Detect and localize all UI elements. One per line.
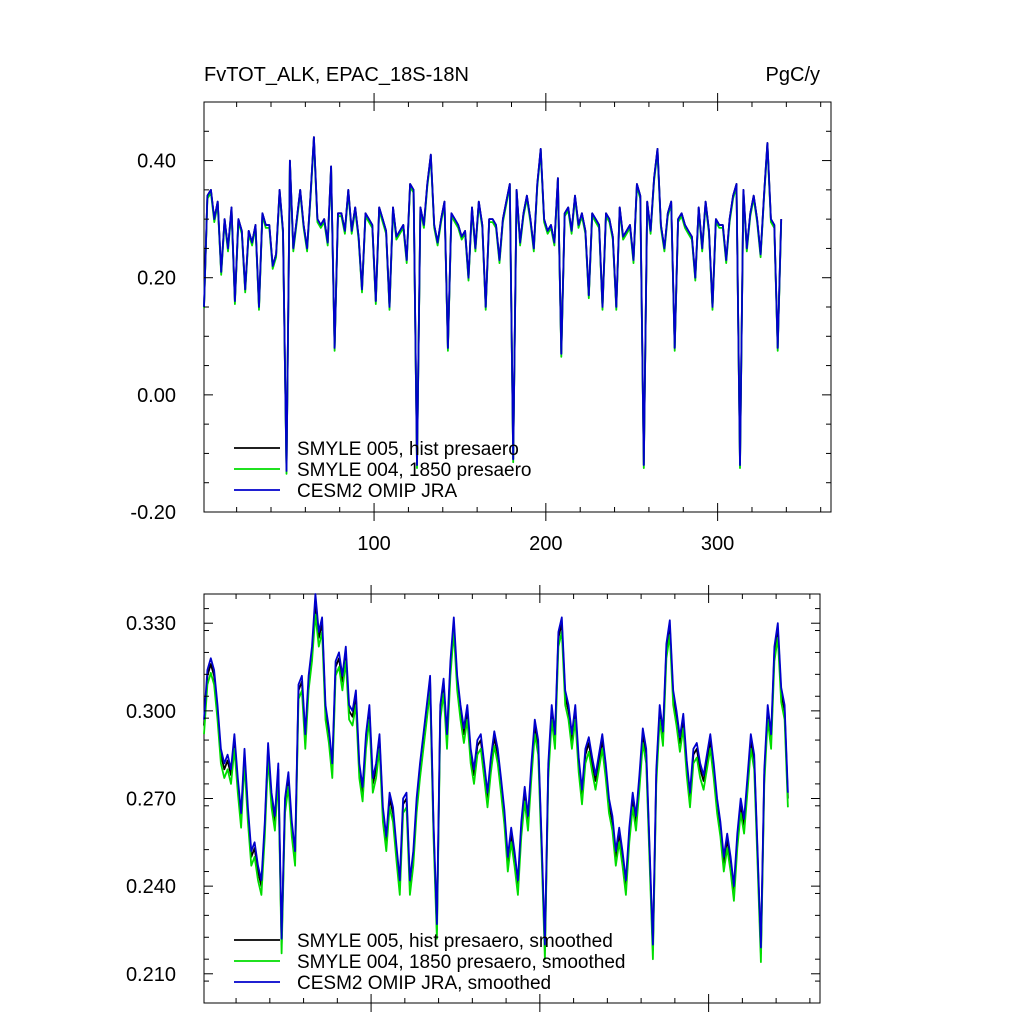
y-tick-label: 0.210: [126, 964, 176, 986]
panel-1: -0.20 0.00 0.20 0.40 100 200 300 SMYLE 005, his…: [130, 93, 832, 555]
series-line-3: [203, 136, 783, 472]
units-label: PgC/y: [765, 64, 820, 86]
y-tick-label: 0.330: [126, 613, 176, 635]
y-tick-label: 0.300: [126, 701, 176, 723]
legend-label-3: CESM2 OMIP JRA: [297, 481, 457, 502]
chart-title: FvTOT_ALK, EPAC_18S-18N: [204, 64, 469, 86]
y-tick-label: -0.20: [130, 502, 176, 524]
x-tick-label: 100: [357, 533, 390, 555]
series-line-2: [203, 613, 789, 963]
y-tick-label: 0.40: [137, 151, 176, 173]
legend-label-3: CESM2 OMIP JRA, smoothed: [297, 973, 551, 994]
legend-label-2: SMYLE 004, 1850 presaero: [297, 460, 532, 481]
x-tick-label: 300: [701, 533, 734, 555]
panel-2: 0.210 0.240 0.270 0.300 0.330 SMYLE 005, hist…: [126, 585, 821, 1012]
legend-label-1: SMYLE 005, hist presaero: [297, 439, 519, 460]
legend-label-1: SMYLE 005, hist presaero, smoothed: [297, 931, 613, 952]
legend-label-2: SMYLE 004, 1850 presaero, smoothed: [297, 952, 625, 973]
y-tick-label: 0.20: [137, 268, 176, 290]
y-tick-label: 0.00: [137, 385, 176, 407]
series-line-3: [203, 593, 789, 949]
y-tick-label: 0.240: [126, 876, 176, 898]
x-tick-label: 200: [529, 533, 562, 555]
legend: SMYLE 005, hist presaero, smoothedSMYLE …: [234, 931, 625, 994]
y-tick-label: 0.270: [126, 789, 176, 811]
